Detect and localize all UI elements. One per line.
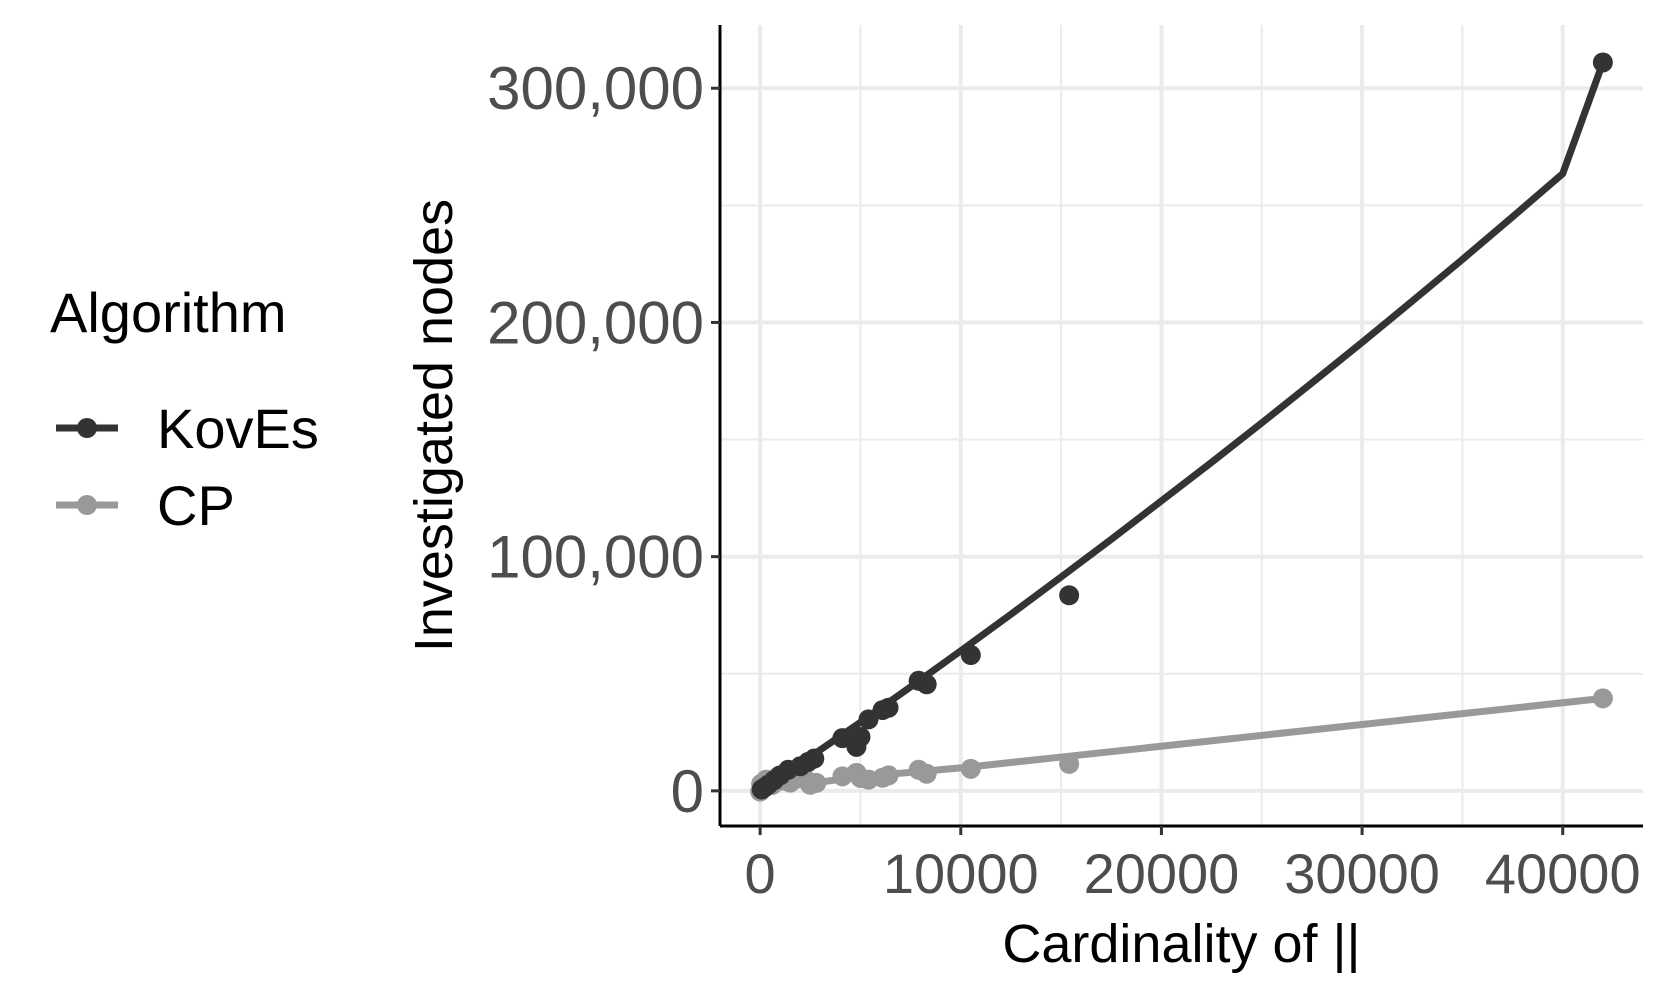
x-tick-label-2: 20000: [1084, 842, 1240, 905]
data-point-koves-8: [804, 748, 825, 769]
series-line-koves: [758, 61, 1607, 794]
data-point-cp-20: [1592, 688, 1613, 709]
legend-item-koves: KovEs: [56, 397, 319, 460]
data-point-cp-17: [916, 763, 937, 784]
data-point-cp-9: [806, 772, 827, 793]
legend-label-koves: KovEs: [157, 397, 319, 460]
plot-grid: [720, 25, 1643, 826]
x-tick-label-4: 40000: [1485, 842, 1641, 905]
data-point-koves-17: [960, 645, 981, 666]
data-point-koves-16: [916, 674, 937, 695]
legend-item-cp: CP: [56, 474, 235, 537]
legend-key-point-cp: [77, 495, 97, 515]
axis-ticks: 0 100,000 200,000 300,000 0 10000 20000 30000 40…: [487, 55, 1640, 905]
x-tick-label-0: 0: [745, 842, 776, 905]
y-tick-label-3: 300,000: [487, 55, 704, 122]
data-point-cp-19: [1059, 753, 1080, 774]
data-point-koves-12: [858, 709, 879, 730]
legend-title: Algorithm: [50, 281, 287, 344]
x-axis-title: Cardinality of ||: [1002, 914, 1360, 974]
data-point-koves-19: [1592, 52, 1613, 73]
plot-series: [750, 52, 1613, 802]
y-tick-label-2: 200,000: [487, 289, 704, 356]
y-tick-label-1: 100,000: [487, 524, 704, 591]
series-line-cp: [759, 694, 1604, 794]
data-point-koves-18: [1059, 585, 1080, 606]
data-point-koves-14: [878, 697, 899, 718]
x-tick-label-3: 30000: [1284, 842, 1440, 905]
legend: Algorithm KovEs CP: [50, 281, 319, 537]
legend-label-cp: CP: [157, 474, 235, 537]
data-point-koves-11: [850, 727, 871, 747]
data-point-cp-18: [960, 758, 981, 779]
y-tick-label-0: 0: [671, 758, 704, 825]
data-point-cp-15: [878, 765, 899, 786]
legend-key-point-koves: [77, 418, 97, 438]
y-axis-title: Investigated nodes: [404, 199, 464, 652]
x-tick-label-1: 10000: [883, 842, 1039, 905]
